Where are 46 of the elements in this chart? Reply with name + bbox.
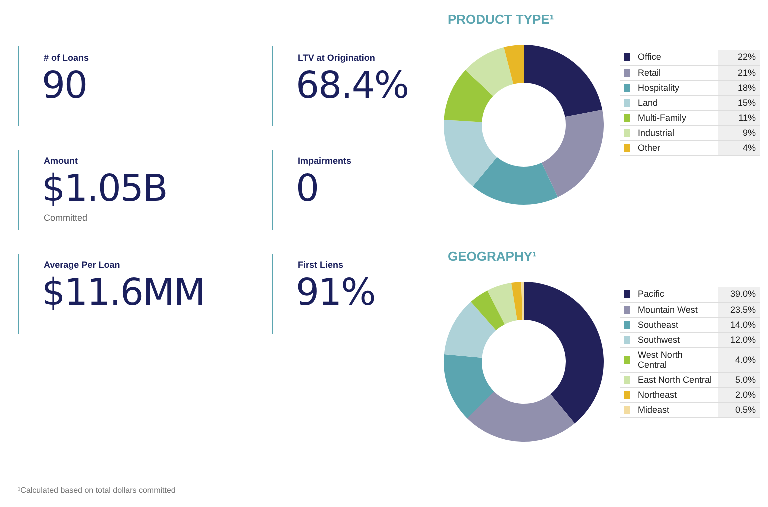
data-label: 4% bbox=[718, 140, 760, 155]
data-label: 12.0% bbox=[718, 332, 760, 347]
data-label: 23.5% bbox=[718, 302, 760, 317]
text: Impairments bbox=[298, 156, 352, 166]
text: Amount bbox=[44, 156, 78, 166]
data-label: 11% bbox=[718, 110, 760, 125]
legend-label: Mountain West bbox=[638, 304, 698, 314]
legend-label: Industrial bbox=[638, 128, 675, 138]
data-label: 22% bbox=[718, 50, 760, 65]
chart-title: GEOGRAPHY¹ bbox=[448, 249, 537, 264]
data-label: 21% bbox=[718, 65, 760, 80]
text: Committed bbox=[44, 213, 88, 223]
data-label: 4.0% bbox=[718, 347, 760, 372]
legend-label: Pacific bbox=[638, 289, 665, 300]
data-label: 9% bbox=[718, 125, 760, 140]
text: # of Loans bbox=[44, 53, 90, 63]
legend-label: West North Central bbox=[638, 350, 684, 370]
chart-title: PRODUCT TYPE¹ bbox=[448, 12, 554, 27]
text: 68.4% bbox=[296, 64, 409, 107]
data-label: 2.0% bbox=[718, 387, 760, 402]
legend-label: Northeast bbox=[638, 390, 678, 400]
legend-label: Southwest bbox=[638, 334, 680, 344]
text: 90 bbox=[42, 64, 88, 107]
text: 91% bbox=[296, 271, 376, 314]
text: First Liens bbox=[298, 260, 344, 270]
legend-label: East North Central bbox=[638, 374, 712, 384]
data-label: 14.0% bbox=[718, 317, 760, 332]
legend-label: Land bbox=[638, 98, 658, 108]
legend-label: Hospitality bbox=[638, 82, 680, 92]
legend-label: Mideast bbox=[638, 404, 670, 414]
data-label: 15% bbox=[718, 95, 760, 110]
data-label: 18% bbox=[718, 80, 760, 95]
legend-label: Other bbox=[638, 142, 661, 152]
text: $1.05B bbox=[42, 167, 168, 210]
data-label: 39.0% bbox=[718, 287, 760, 302]
data-label: 0.5% bbox=[718, 402, 760, 417]
data-label: 5.0% bbox=[718, 372, 760, 387]
legend-label: Office bbox=[638, 52, 662, 62]
text: $11.6MM bbox=[42, 271, 205, 314]
legend-label: Retail bbox=[638, 68, 662, 78]
text: ¹Calculated based on total dollars committed bbox=[18, 486, 176, 495]
text: Average Per Loan bbox=[44, 260, 120, 270]
text: LTV at Origination bbox=[298, 53, 376, 63]
legend-label: Multi-Family bbox=[638, 112, 686, 122]
text: 0 bbox=[296, 167, 319, 210]
legend-label: Southeast bbox=[638, 320, 679, 330]
